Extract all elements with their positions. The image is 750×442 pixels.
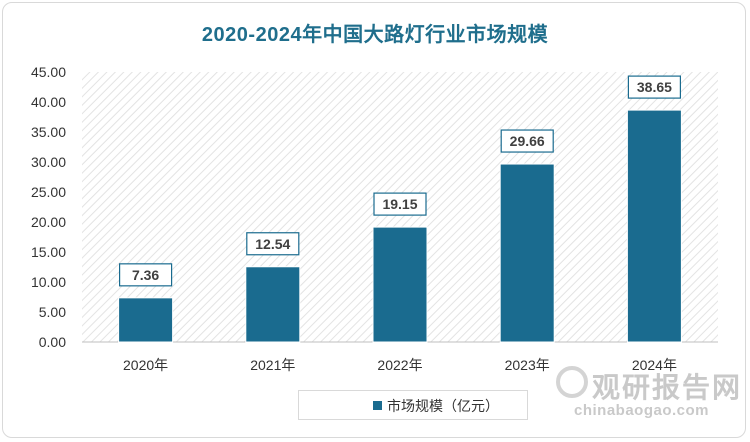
- watermark-cn: 观研报告网: [592, 372, 743, 403]
- x-tick-label: 2021年: [250, 357, 295, 373]
- data-label-box: [118, 263, 173, 287]
- y-tick-label: 20.00: [31, 214, 66, 230]
- y-tick-label: 5.00: [39, 304, 66, 320]
- data-label: 19.15: [382, 196, 417, 212]
- y-tick-label: 40.00: [31, 94, 66, 110]
- bar: [372, 226, 428, 343]
- bar: [499, 163, 555, 343]
- watermark-en: chinabaogao.com: [574, 402, 710, 419]
- y-tick-label: 35.00: [31, 124, 66, 140]
- x-tick-label: 2023年: [505, 357, 550, 373]
- data-label: 29.66: [510, 133, 545, 149]
- y-tick-label: 15.00: [31, 244, 66, 260]
- data-label: 38.65: [637, 79, 672, 95]
- data-label-box: [246, 232, 300, 256]
- y-tick-label: 30.00: [31, 154, 66, 170]
- chart-title: 2020-2024年中国大路灯行业市场规模: [201, 24, 549, 46]
- bar: [626, 109, 682, 343]
- bar: [118, 297, 174, 343]
- x-tick-label: 2020年: [123, 357, 168, 373]
- legend: 市场规模（亿元）: [298, 390, 528, 420]
- y-tick-label: 45.00: [31, 64, 66, 80]
- data-label-box: [373, 192, 427, 216]
- data-label: 12.54: [255, 236, 290, 252]
- x-tick-label: 2022年: [377, 357, 422, 373]
- legend-label: 市场规模（亿元）: [387, 398, 499, 414]
- data-label-box: [500, 129, 554, 153]
- legend-swatch: [373, 401, 382, 410]
- data-label-box: [627, 75, 682, 99]
- y-tick-label: 0.00: [39, 334, 66, 350]
- y-tick-label: 25.00: [31, 184, 66, 200]
- watermark-logo-icon: [556, 366, 588, 398]
- y-tick-label: 10.00: [31, 274, 66, 290]
- bar: [245, 266, 301, 343]
- x-tick-label: 2024年: [632, 357, 677, 373]
- data-label: 7.36: [132, 267, 159, 283]
